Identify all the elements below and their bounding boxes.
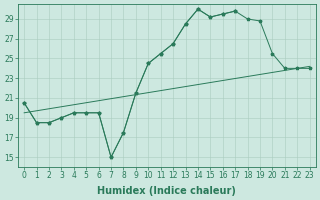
X-axis label: Humidex (Indice chaleur): Humidex (Indice chaleur) — [98, 186, 236, 196]
